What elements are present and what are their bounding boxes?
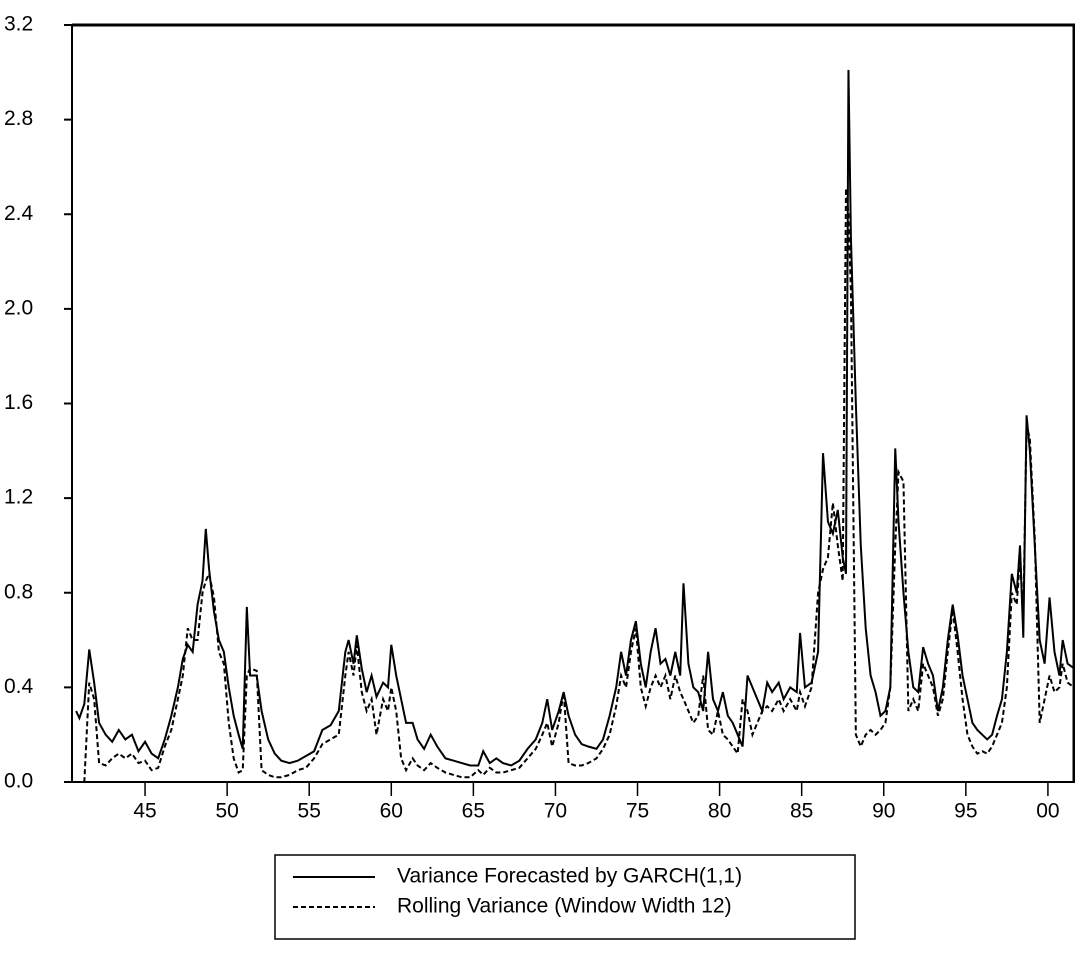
x-tick-label: 00: [1036, 800, 1059, 823]
x-tick-label: 90: [872, 800, 895, 823]
x-tick-label: 85: [790, 800, 813, 823]
series-line: [75, 69, 1075, 767]
x-tick-label: 55: [298, 800, 321, 823]
x-tick-label: 70: [544, 800, 567, 823]
x-tick-label: 80: [708, 800, 731, 823]
y-tick-label: 2.8: [4, 107, 33, 130]
y-tick-label: 2.0: [4, 296, 33, 319]
legend-label: Variance Forecasted by GARCH(1,1): [397, 865, 742, 888]
y-tick-label: 2.4: [4, 202, 34, 225]
y-tick-label: 0.0: [4, 770, 33, 793]
y-tick-label: 1.2: [4, 486, 33, 509]
x-tick-label: 45: [133, 800, 156, 823]
x-tick-label: 95: [954, 800, 977, 823]
y-tick-label: 3.2: [4, 13, 33, 36]
x-tick-label: 75: [626, 800, 649, 823]
x-tick-label: 65: [462, 800, 485, 823]
legend-label: Rolling Variance (Window Width 12): [397, 895, 732, 918]
y-tick-label: 1.6: [4, 391, 33, 414]
legend-box: [274, 854, 856, 940]
series-line: [76, 188, 1075, 783]
x-tick-label: 60: [380, 800, 403, 823]
y-tick-label: 0.8: [4, 580, 33, 603]
y-tick-label: 0.4: [4, 675, 34, 698]
x-tick-label: 50: [215, 800, 238, 823]
